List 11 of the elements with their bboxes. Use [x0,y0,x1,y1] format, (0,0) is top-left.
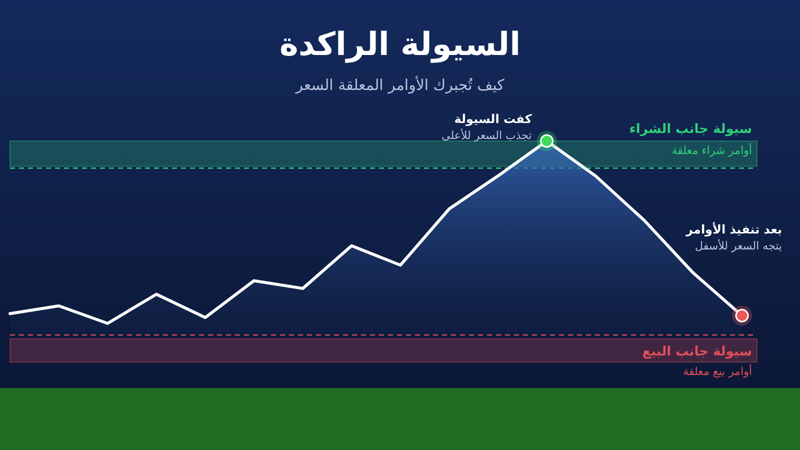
chart-subtitle: كيف تُجبرك الأوامر المعلقة السعر [294,75,506,94]
annotation: يتجه السعر للأسفل [695,238,782,253]
text: كفت السيولة [454,112,532,126]
annotation: بعد تنفيذ الأوامر [685,222,782,237]
ref-line-label: أوامر شراء معلقة [672,143,752,158]
ref-line-label: أوامر بيع معلقة [683,364,752,378]
chart-title: السيولة الراكدة [279,25,521,63]
band: سيولة جانب البيع [10,338,758,363]
band-label: سيولة جانب البيع [642,344,752,360]
annotation: تجذب السعر للأعلى [442,128,532,142]
band-label: سيولة جانب الشراء [629,122,752,137]
